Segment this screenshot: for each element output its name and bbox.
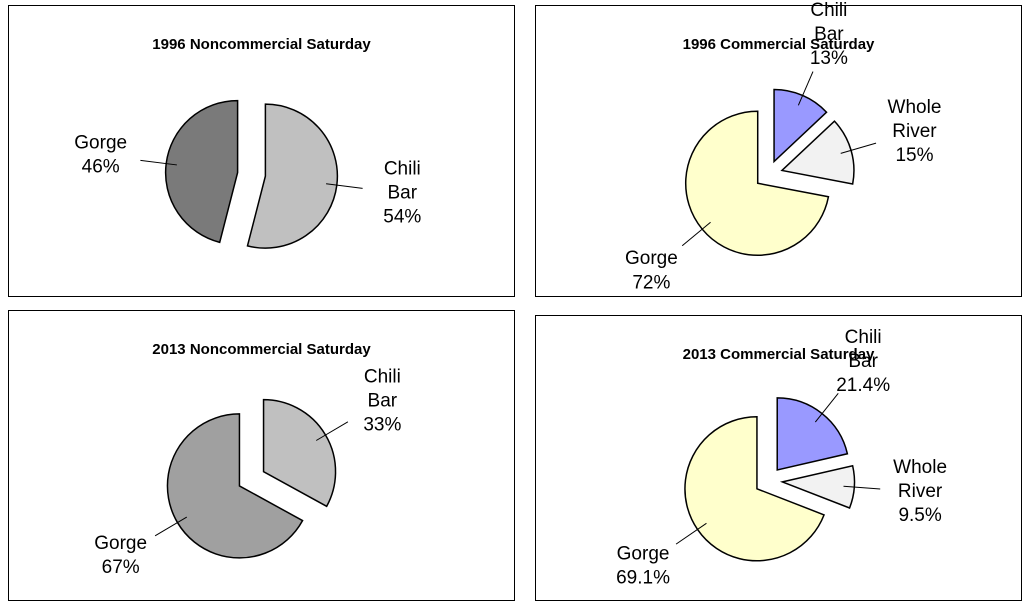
- slice-value-label: 46%: [82, 156, 120, 177]
- leader-line: [315, 421, 349, 441]
- label-line: Gorge: [94, 533, 147, 554]
- pie-slice: [776, 397, 849, 471]
- label-line: River: [892, 121, 937, 142]
- label-line: Whole: [893, 457, 947, 478]
- slice-value-label: 67%: [102, 557, 140, 578]
- chart-title: 1996 Commercial Saturday: [683, 36, 875, 53]
- slice-value-label: 69.1%: [616, 568, 670, 589]
- slice-value-label: 21.4%: [836, 375, 890, 396]
- label-line: Gorge: [74, 132, 127, 153]
- leader-line: [814, 392, 839, 423]
- slice-value-label: 72%: [632, 272, 670, 293]
- label-line: Gorge: [617, 544, 670, 565]
- slice-label: Whole River: [893, 457, 947, 502]
- slice-value-label: 9.5%: [898, 505, 941, 526]
- slice-label: Gorge: [94, 533, 147, 554]
- slice-value-label: 33%: [363, 414, 401, 435]
- panel-border: [8, 5, 515, 297]
- slice-label: Chili Bar: [364, 366, 401, 411]
- pie-slice: [262, 398, 337, 508]
- label-line: Gorge: [625, 248, 678, 269]
- panel-border: [535, 5, 1022, 297]
- label-line: Whole: [888, 97, 942, 118]
- pie-slice: [684, 110, 830, 256]
- slice-value-label: 13%: [810, 48, 848, 69]
- leader-line: [140, 159, 177, 166]
- label-line: Bar: [388, 182, 418, 203]
- slice-label: Gorge: [625, 248, 678, 269]
- label-line: Bar: [848, 351, 878, 372]
- leader-line: [797, 71, 814, 106]
- chart-title: 2013 Noncommercial Saturday: [152, 341, 371, 358]
- leader-line: [154, 516, 188, 537]
- slice-label: Gorge: [74, 132, 127, 153]
- slice-label: Chili Bar: [384, 158, 421, 203]
- label-line: Chili: [810, 0, 847, 21]
- pie-slice: [164, 99, 239, 244]
- chart-title: 1996 Noncommercial Saturday: [152, 36, 371, 53]
- label-line: Chili: [845, 327, 882, 348]
- label-line: Bar: [368, 390, 398, 411]
- slice-value-label: 54%: [383, 206, 421, 227]
- slice-label: Whole River: [888, 97, 942, 142]
- leader-line: [843, 485, 881, 490]
- label-line: Bar: [814, 24, 844, 45]
- slice-value-label: 15%: [895, 145, 933, 166]
- label-line: Chili: [384, 158, 421, 179]
- leader-line: [675, 522, 707, 545]
- pie-slice: [246, 103, 339, 249]
- leader-line: [681, 221, 711, 247]
- label-line: Chili: [364, 366, 401, 387]
- label-line: River: [898, 481, 943, 502]
- leader-line: [326, 183, 363, 189]
- slice-label: Gorge: [617, 544, 670, 565]
- chart-title: 2013 Commercial Saturday: [683, 346, 875, 363]
- slice-label: Chili Bar: [810, 0, 847, 45]
- slice-label: Chili Bar: [845, 327, 882, 372]
- pie-slice: [779, 464, 856, 509]
- leader-line: [840, 142, 877, 154]
